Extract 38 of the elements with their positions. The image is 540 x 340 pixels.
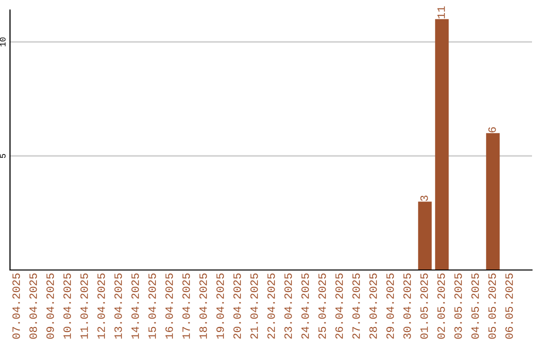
x-tick-label: 19.04.2025 [216, 273, 224, 339]
x-tick-label: 10.04.2025 [63, 273, 71, 339]
x-tick-label: 17.04.2025 [182, 273, 190, 339]
x-tick-label: 16.04.2025 [165, 273, 173, 339]
x-tick-label: 26.04.2025 [335, 273, 343, 339]
x-tick-label: 08.04.2025 [29, 273, 37, 339]
x-tick-label: 23.04.2025 [284, 273, 292, 339]
x-tick-label: 29.04.2025 [386, 273, 394, 339]
y-tick-label: 10 [0, 37, 6, 46]
y-tick-label: 5 [0, 154, 6, 158]
x-tick-label: 22.04.2025 [267, 273, 275, 339]
x-tick-label: 25.04.2025 [318, 273, 326, 339]
x-tick-label: 20.04.2025 [233, 273, 241, 339]
x-tick-label: 06.05.2025 [505, 273, 513, 339]
x-tick-label: 30.04.2025 [403, 273, 411, 339]
x-tick-label: 27.04.2025 [352, 273, 360, 339]
bar [486, 133, 500, 270]
x-tick-label: 09.04.2025 [46, 273, 54, 339]
x-tick-label: 03.05.2025 [454, 273, 462, 339]
x-tick-label: 11.04.2025 [80, 273, 88, 339]
x-tick-label: 01.05.2025 [420, 273, 428, 339]
x-tick-label: 02.05.2025 [437, 273, 445, 339]
bar [435, 19, 449, 270]
x-tick-label: 05.05.2025 [488, 273, 496, 339]
x-tick-label: 07.04.2025 [12, 273, 20, 339]
x-tick-label: 21.04.2025 [250, 273, 258, 339]
x-tick-label: 15.04.2025 [148, 273, 156, 339]
data-label: 6 [488, 127, 496, 132]
x-tick-label: 04.05.2025 [471, 273, 479, 339]
x-tick-label: 14.04.2025 [131, 273, 139, 339]
data-label: 3 [420, 196, 428, 201]
x-tick-label: 13.04.2025 [114, 273, 122, 339]
x-tick-label: 12.04.2025 [97, 273, 105, 339]
x-tick-label: 24.04.2025 [301, 273, 309, 339]
data-label: 11 [437, 6, 445, 18]
bar [418, 202, 432, 270]
x-tick-label: 28.04.2025 [369, 273, 377, 339]
x-tick-label: 18.04.2025 [199, 273, 207, 339]
